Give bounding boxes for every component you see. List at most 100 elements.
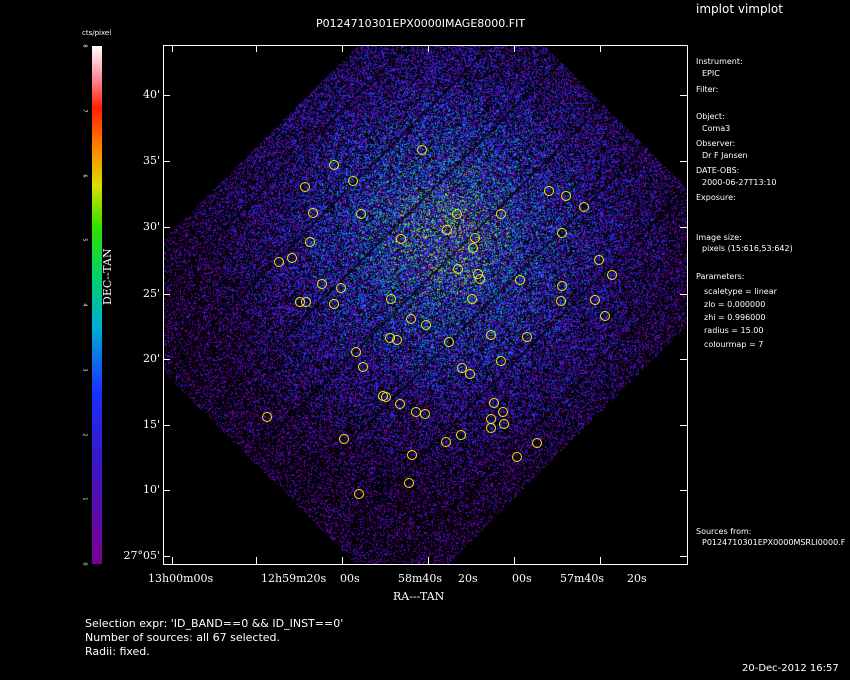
- source-marker[interactable]: [287, 253, 297, 263]
- source-marker[interactable]: [457, 363, 467, 373]
- source-marker[interactable]: [452, 209, 462, 219]
- source-marker[interactable]: [381, 392, 391, 402]
- y-tick-label: 27°05': [123, 549, 160, 562]
- source-marker[interactable]: [301, 297, 311, 307]
- source-marker[interactable]: [456, 430, 466, 440]
- axis-tick: [680, 161, 687, 162]
- axis-tick: [680, 294, 687, 295]
- imagesize-label: Image size:: [696, 233, 742, 242]
- source-marker[interactable]: [579, 202, 589, 212]
- source-marker[interactable]: [404, 478, 414, 488]
- axis-tick: [680, 95, 687, 96]
- xray-image[interactable]: [164, 46, 687, 564]
- source-marker[interactable]: [600, 311, 610, 321]
- source-marker[interactable]: [348, 176, 358, 186]
- source-marker[interactable]: [453, 264, 463, 274]
- instrument-value: EPIC: [702, 69, 720, 78]
- source-marker[interactable]: [329, 299, 339, 309]
- source-marker[interactable]: [557, 281, 567, 291]
- plot-title: P0124710301EPX0000IMAGE8000.FIT: [316, 17, 526, 30]
- source-marker[interactable]: [498, 407, 508, 417]
- axis-tick: [600, 45, 601, 52]
- source-marker[interactable]: [392, 335, 402, 345]
- date-value: 2000-06-27T13:10: [702, 178, 777, 187]
- source-marker[interactable]: [486, 414, 496, 424]
- source-marker[interactable]: [274, 257, 284, 267]
- source-marker[interactable]: [329, 160, 339, 170]
- source-marker[interactable]: [465, 369, 475, 379]
- source-marker[interactable]: [421, 320, 431, 330]
- source-marker[interactable]: [512, 452, 522, 462]
- source-marker[interactable]: [486, 330, 496, 340]
- colorbar-tick-label: 1: [81, 497, 88, 501]
- source-marker[interactable]: [590, 295, 600, 305]
- source-marker[interactable]: [417, 145, 427, 155]
- source-marker[interactable]: [532, 438, 542, 448]
- source-marker[interactable]: [489, 398, 499, 408]
- source-marker[interactable]: [317, 279, 327, 289]
- param-radius: radius = 15.00: [704, 326, 764, 335]
- axis-tick: [163, 556, 170, 557]
- axis-tick: [342, 557, 343, 564]
- axis-tick: [428, 45, 429, 52]
- radii-mode: Radii: fixed.: [85, 645, 150, 658]
- source-marker[interactable]: [420, 409, 430, 419]
- source-marker[interactable]: [308, 208, 318, 218]
- x-tick-label: 12h59m20s: [261, 572, 327, 585]
- source-marker[interactable]: [557, 228, 567, 238]
- imagesize-value: pixels (15:616,53:642): [702, 244, 793, 253]
- axis-tick: [172, 557, 173, 564]
- source-marker[interactable]: [411, 407, 421, 417]
- colorbar-tick-label: 3: [81, 368, 88, 372]
- source-marker[interactable]: [336, 283, 346, 293]
- source-marker[interactable]: [468, 243, 478, 253]
- source-marker[interactable]: [385, 333, 395, 343]
- source-marker[interactable]: [305, 237, 315, 247]
- source-marker[interactable]: [356, 209, 366, 219]
- colorbar: [92, 46, 102, 564]
- sources-label: Sources from:: [696, 527, 752, 536]
- source-marker[interactable]: [515, 275, 525, 285]
- colorbar-tick-label: 4: [81, 303, 88, 307]
- source-marker[interactable]: [473, 269, 483, 279]
- source-marker[interactable]: [544, 186, 554, 196]
- source-marker[interactable]: [441, 437, 451, 447]
- source-marker[interactable]: [386, 294, 396, 304]
- source-marker[interactable]: [594, 255, 604, 265]
- source-marker[interactable]: [395, 399, 405, 409]
- axis-tick: [514, 45, 515, 52]
- source-marker[interactable]: [358, 362, 368, 372]
- source-marker[interactable]: [496, 356, 506, 366]
- source-marker[interactable]: [486, 423, 496, 433]
- axis-tick: [256, 557, 257, 564]
- source-marker[interactable]: [496, 209, 506, 219]
- axis-tick: [163, 161, 170, 162]
- source-marker[interactable]: [442, 225, 452, 235]
- source-marker[interactable]: [351, 347, 361, 357]
- source-marker[interactable]: [354, 489, 364, 499]
- selection-expression: Selection expr: 'ID_BAND==0 && ID_INST==…: [85, 617, 344, 630]
- source-marker[interactable]: [470, 233, 480, 243]
- source-marker[interactable]: [561, 191, 571, 201]
- source-marker[interactable]: [262, 412, 272, 422]
- source-marker[interactable]: [406, 314, 416, 324]
- source-marker[interactable]: [295, 297, 305, 307]
- source-marker[interactable]: [522, 332, 532, 342]
- source-marker[interactable]: [339, 434, 349, 444]
- filter-label: Filter:: [696, 85, 719, 94]
- source-marker[interactable]: [467, 294, 477, 304]
- source-marker[interactable]: [444, 337, 454, 347]
- source-marker[interactable]: [407, 450, 417, 460]
- source-marker[interactable]: [607, 270, 617, 280]
- source-markers: [262, 145, 617, 499]
- source-marker[interactable]: [300, 182, 310, 192]
- source-marker[interactable]: [475, 274, 485, 284]
- source-marker[interactable]: [499, 419, 509, 429]
- axis-tick: [680, 425, 687, 426]
- x-tick-label: 20s: [458, 572, 478, 585]
- source-marker[interactable]: [556, 296, 566, 306]
- instrument-label: Instrument:: [696, 57, 743, 66]
- object-value: Coma3: [702, 124, 731, 133]
- image-plot-frame[interactable]: [163, 45, 688, 565]
- source-marker[interactable]: [396, 234, 406, 244]
